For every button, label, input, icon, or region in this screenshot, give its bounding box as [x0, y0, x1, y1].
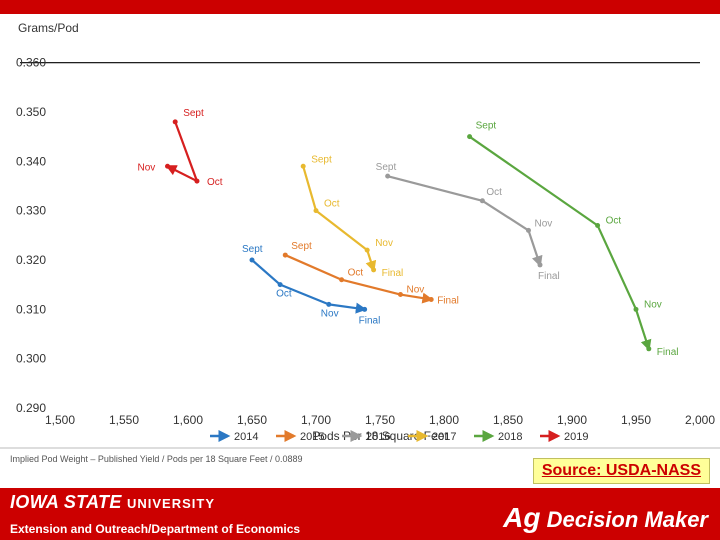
footnote-text: Implied Pod Weight – Published Yield / P… [10, 454, 303, 464]
y-tick-label: 0.320 [16, 253, 46, 267]
series-point-2015 [429, 297, 434, 302]
x-tick-label: 1,850 [493, 413, 523, 427]
point-label: Oct [324, 199, 340, 210]
slide-root: Grams/Pod 0.290 0.300 0.310 0.320 0.330 0.340 0… [0, 0, 720, 540]
series-line-2015 [342, 280, 401, 295]
x-tick-label: 1,950 [621, 413, 651, 427]
y-tick-label: 0.330 [16, 204, 46, 218]
series-point-2017 [371, 267, 376, 272]
x-tick-label: 1,550 [109, 413, 139, 427]
x-tick-label: 1,800 [429, 413, 459, 427]
x-tick-label: 1,500 [45, 413, 75, 427]
point-label: Final [382, 268, 404, 279]
series-point-2015 [283, 253, 288, 258]
legend-label-2019: 2019 [564, 431, 588, 443]
series-line-2017 [316, 211, 367, 250]
chart-svg: Grams/Pod 0.290 0.300 0.310 0.320 0.330 0.340 0… [0, 16, 720, 476]
point-label: Nov [644, 299, 662, 310]
series-line-2018 [470, 137, 598, 226]
point-label: Final [437, 295, 459, 306]
series-line-2015 [285, 255, 341, 280]
point-label: Oct [276, 289, 292, 300]
point-label: Sept [311, 154, 332, 165]
isu-logo-text: IOWA STATE UNIVERSITY [10, 492, 215, 513]
x-tick-label: 1,650 [237, 413, 267, 427]
legend-label-2018: 2018 [498, 431, 522, 443]
series-point-2014 [362, 307, 367, 312]
series-line-2016 [388, 176, 483, 201]
x-tick-label: 1,600 [173, 413, 203, 427]
series-point-2019 [173, 119, 178, 124]
series-point-2018 [595, 223, 600, 228]
chart-container: Grams/Pod 0.290 0.300 0.310 0.320 0.330 0.340 0… [0, 16, 720, 476]
point-label: Sept [376, 162, 397, 173]
point-label: Sept [183, 108, 204, 119]
point-label: Oct [606, 215, 622, 226]
legend-label-2014: 2014 [234, 431, 258, 443]
series-point-2017 [314, 208, 319, 213]
series-point-2017 [301, 164, 306, 169]
series-point-2018 [634, 307, 639, 312]
isu-university: UNIVERSITY [127, 496, 215, 511]
point-label: Nov [375, 238, 393, 249]
series-point-2019 [194, 179, 199, 184]
legend-label-2015: 2015 [300, 431, 324, 443]
series-point-2016 [538, 262, 543, 267]
x-tick-label: 1,900 [557, 413, 587, 427]
series-line-2014 [252, 260, 280, 285]
extension-dept-text: Extension and Outreach/Department of Eco… [10, 522, 300, 536]
series-line-2017 [303, 166, 316, 210]
series-point-2019 [165, 164, 170, 169]
series-point-2015 [339, 277, 344, 282]
point-label: Nov [321, 308, 339, 319]
legend-label-2016: 2016 [366, 431, 390, 443]
series-line-2016 [528, 230, 540, 265]
series-line-2018 [636, 309, 649, 348]
point-label: Oct [207, 177, 223, 188]
x-tick-label: 2,000 [685, 413, 715, 427]
y-tick-label: 0.340 [16, 154, 46, 168]
series-line-2018 [598, 225, 636, 309]
ag-decision-maker-logo: Ag Decision Maker [503, 502, 708, 534]
isu-state: IOWA STATE [10, 492, 122, 512]
point-label: Sept [242, 244, 263, 255]
series-point-2017 [365, 248, 370, 253]
x-tick-label: 1,700 [301, 413, 331, 427]
y-tick-label: 0.310 [16, 302, 46, 316]
point-label: Nov [138, 162, 156, 173]
series-point-2014 [326, 302, 331, 307]
series-point-2016 [385, 174, 390, 179]
y-tick-label: 0.360 [16, 56, 46, 70]
point-label: Nov [406, 285, 424, 296]
y-tick-label: 0.350 [16, 105, 46, 119]
series-point-2018 [646, 346, 651, 351]
series-line-2017 [367, 250, 373, 270]
series-point-2014 [250, 258, 255, 263]
series-line-2016 [482, 201, 528, 231]
y-tick-label: 0.290 [16, 401, 46, 415]
point-label: Final [359, 315, 381, 326]
point-label: Final [538, 271, 560, 282]
source-caption: Source: USDA-NASS [533, 458, 710, 484]
point-label: Final [657, 347, 679, 358]
legend-label-2017: 2017 [432, 431, 456, 443]
series-point-2018 [467, 134, 472, 139]
header-color-bar [0, 0, 720, 14]
series-point-2016 [480, 198, 485, 203]
point-label: Oct [486, 187, 502, 198]
point-label: Sept [476, 121, 497, 132]
y-tick-label: 0.300 [16, 352, 46, 366]
series-point-2015 [398, 292, 403, 297]
x-tick-label: 1,750 [365, 413, 395, 427]
y-axis-label: Grams/Pod [18, 21, 79, 35]
footer-bar: IOWA STATE UNIVERSITY Extension and Outr… [0, 488, 720, 540]
series-point-2016 [526, 228, 531, 233]
point-label: Nov [534, 218, 552, 229]
point-label: Oct [348, 268, 364, 279]
point-label: Sept [291, 241, 312, 252]
series-point-2014 [278, 282, 283, 287]
